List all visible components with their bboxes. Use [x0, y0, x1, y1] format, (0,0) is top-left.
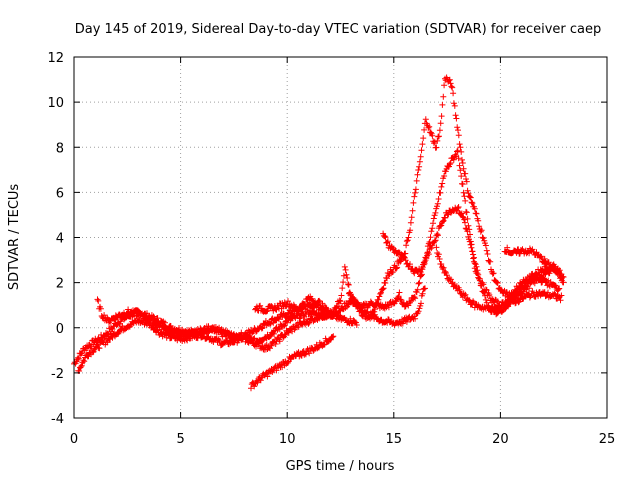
series-track-10	[501, 244, 565, 278]
point-markers	[248, 333, 337, 392]
y-tick-label: 12	[47, 51, 64, 66]
grid-lines	[74, 57, 607, 418]
x-tick-label: 25	[599, 432, 616, 447]
x-tick-label: 15	[386, 432, 403, 447]
plot-frame	[73, 56, 608, 419]
y-tick-label: 10	[47, 96, 64, 111]
chart-title: Day 145 of 2019, Sidereal Day-to-day VTE…	[75, 22, 602, 37]
series-track-9	[433, 244, 563, 315]
series-track-4	[248, 333, 337, 392]
point-markers	[397, 147, 565, 311]
y-tick-label: -4	[51, 412, 64, 427]
y-tick-label: 0	[56, 322, 64, 337]
x-tick-label: 5	[176, 432, 184, 447]
axis-ticks: 0 5 10 15 20 25 -4 -2 0 2 4 6 8 10 12	[47, 51, 615, 447]
y-tick-label: 8	[56, 141, 64, 156]
x-tick-label: 0	[70, 432, 78, 447]
point-markers	[433, 244, 563, 315]
x-tick-label: 10	[279, 432, 296, 447]
series-track-8	[397, 147, 565, 311]
x-axis-label: GPS time / hours	[286, 459, 395, 474]
data-series	[71, 74, 567, 392]
y-tick-label: -2	[51, 367, 64, 382]
y-tick-label: 2	[56, 277, 64, 292]
y-tick-label: 4	[56, 232, 64, 247]
x-tick-label: 20	[492, 432, 509, 447]
y-tick-label: 6	[56, 186, 64, 201]
point-markers	[501, 244, 565, 278]
y-axis-label: SDTVAR / TECUs	[7, 184, 22, 291]
